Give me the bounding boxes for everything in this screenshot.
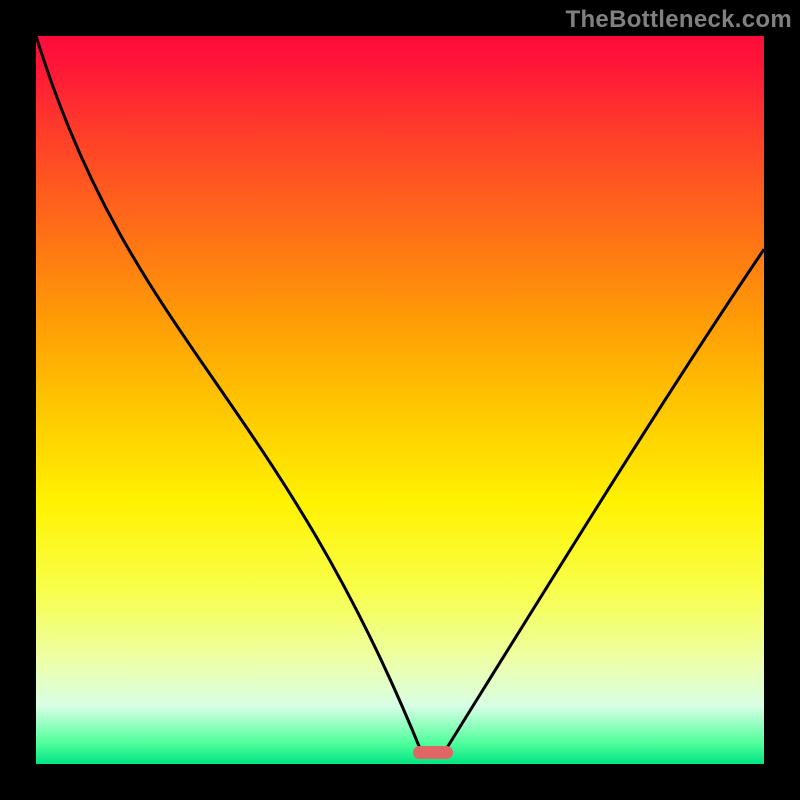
bottleneck-chart <box>36 36 764 764</box>
gradient-background <box>36 36 764 764</box>
trough-marker <box>413 746 453 758</box>
watermark-label: TheBottleneck.com <box>566 6 792 34</box>
